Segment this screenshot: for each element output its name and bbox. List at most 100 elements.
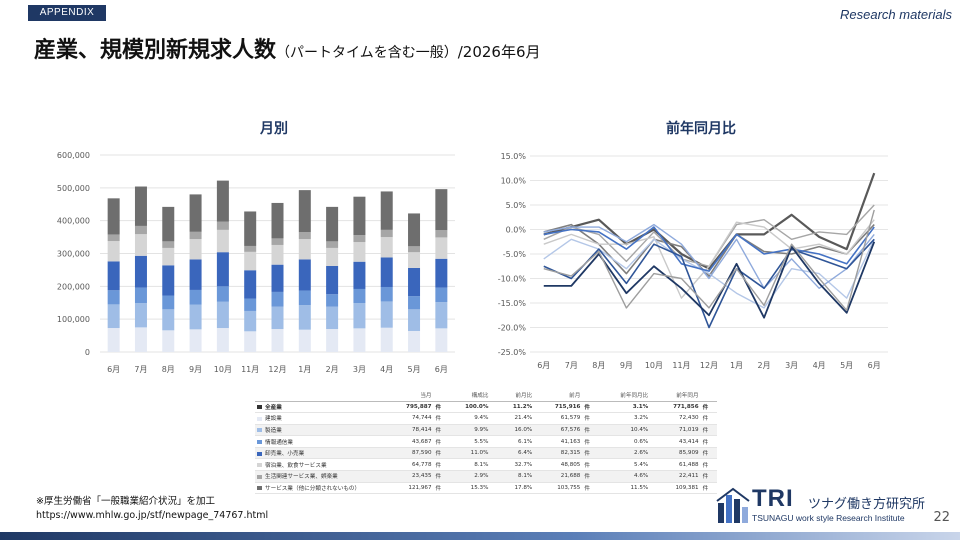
table-cell: 72,430 bbox=[651, 412, 702, 425]
row-label: 情報通信業 bbox=[255, 435, 385, 448]
legend-swatch bbox=[257, 440, 262, 445]
table-cell: 85,909 bbox=[651, 447, 702, 460]
bar-x-tick: 8月 bbox=[162, 365, 175, 374]
bar-segment-s5-6 bbox=[271, 238, 284, 245]
line-series-8 bbox=[543, 241, 876, 319]
table-cell: 78,414 bbox=[384, 424, 435, 437]
bar-segment-s1-8 bbox=[326, 306, 339, 330]
line-y-tick: -15.0% bbox=[498, 299, 527, 308]
industry-name: 製造業 bbox=[265, 427, 282, 434]
table-cell: 71,019 bbox=[651, 424, 702, 437]
table-cell: 15.3% bbox=[447, 482, 492, 495]
bar-x-tick: 4月 bbox=[380, 365, 393, 374]
table-row: 卸売業、小売業 87,590 件 11.0% 6.4% 82,315 件 2.6% 85,909… bbox=[255, 447, 717, 460]
table-cell: 109,381 bbox=[651, 482, 702, 495]
table-cell: 件 bbox=[701, 447, 717, 460]
line-x-tick: 2月 bbox=[758, 361, 771, 370]
line-x-tick: 5月 bbox=[840, 361, 853, 370]
bar-segment-s6-11 bbox=[408, 213, 421, 247]
line-y-tick: 10.0% bbox=[501, 177, 527, 186]
bar-segment-s2-12 bbox=[435, 287, 448, 303]
table-row: サービス業（他に分類されないもの） 121,967 件 15.3% 17.8% 103,7… bbox=[255, 482, 717, 495]
title-date: /2026年6月 bbox=[457, 43, 541, 61]
table-row: 建設業 74,744 件 9.4% 21.4% 61,579 件 3.2% 72,430 件 bbox=[255, 412, 717, 425]
table-cell: 87,590 bbox=[384, 447, 435, 460]
table-cell: 件 bbox=[434, 470, 448, 483]
table-cell: 74,744 bbox=[384, 412, 435, 425]
table-cell: 23,435 bbox=[384, 470, 435, 483]
industry-name: 全産業 bbox=[265, 404, 282, 411]
line-x-tick: 6月 bbox=[537, 361, 550, 370]
line-x-tick: 7月 bbox=[565, 361, 578, 370]
bottom-bar bbox=[0, 532, 960, 540]
table-cell: 件 bbox=[434, 424, 448, 437]
table-cell: 48,805 bbox=[535, 458, 584, 472]
yoy-line-chart: 15.0% 10.0% 5.0% 0.0% -5.0% -10.0% -15.0% -20.0… bbox=[498, 152, 888, 370]
table-cell: 件 bbox=[583, 400, 597, 414]
table-cell: 61,579 bbox=[535, 412, 584, 425]
bar-segment-s3-7 bbox=[298, 259, 311, 291]
bar-segment-s0-6 bbox=[271, 329, 284, 352]
table-row: 情報通信業 43,687 件 5.5% 6.1% 41,163 件 0.6% 43,414 件 bbox=[255, 435, 717, 448]
line-x-tick: 3月 bbox=[785, 361, 798, 370]
line-x-tick: 12月 bbox=[700, 361, 718, 370]
table-row: 全産業 795,887 件 100.0% 11.2% 715,916 件 3.1% 771,85… bbox=[255, 400, 717, 414]
bar-x-tick: 1月 bbox=[298, 365, 311, 374]
table-cell: 121,967 bbox=[384, 482, 435, 495]
bar-x-tick: 6月 bbox=[107, 365, 120, 374]
legend-swatch bbox=[257, 416, 262, 421]
bar-segment-s4-9 bbox=[353, 242, 366, 262]
bar-segment-s3-6 bbox=[271, 264, 284, 292]
bar-x-tick: 5月 bbox=[407, 365, 420, 374]
bar-segment-s6-8 bbox=[326, 206, 339, 242]
bar-segment-s0-11 bbox=[408, 330, 421, 352]
bar-segment-s3-10 bbox=[380, 257, 393, 287]
table-cell: 件 bbox=[701, 400, 717, 414]
monthly-stacked-bar-chart: 0 100,000 200,000 300,000 400,000 500,000 600,… bbox=[57, 151, 455, 374]
industry-table: 当月 構成比 前月比 前月 前年同月比 前年同月 全産業 795,887 件 100.… bbox=[255, 390, 717, 495]
bar-segment-s5-1 bbox=[134, 225, 147, 235]
bar-x-tick: 7月 bbox=[134, 365, 147, 374]
bar-chart-title: 月別 bbox=[260, 121, 288, 137]
bar-segment-s4-1 bbox=[134, 234, 147, 256]
bar-segment-s2-6 bbox=[271, 291, 284, 307]
line-x-tick: 9月 bbox=[620, 361, 633, 370]
table-cell: 41,163 bbox=[535, 435, 584, 448]
bar-x-tick: 2月 bbox=[326, 365, 339, 374]
table-cell: 82,315 bbox=[535, 447, 584, 460]
bar-segment-s3-8 bbox=[326, 265, 339, 295]
industry-name: 卸売業、小売業 bbox=[265, 451, 305, 458]
bar-segment-s6-3 bbox=[189, 194, 202, 232]
col-header-prev-month: 前月 bbox=[535, 390, 584, 402]
source-url[interactable]: https://www.mhlw.go.jp/stf/newpage_74767… bbox=[36, 510, 269, 521]
table-cell: 0.6% bbox=[596, 435, 652, 448]
row-label: 卸売業、小売業 bbox=[255, 447, 385, 460]
table-cell: 件 bbox=[583, 482, 597, 495]
bar-segment-s4-7 bbox=[298, 239, 311, 260]
legend-swatch bbox=[257, 474, 262, 479]
bar-x-tick: 9月 bbox=[189, 365, 202, 374]
logo-building-icon bbox=[716, 487, 750, 523]
table-cell: 5.5% bbox=[447, 435, 492, 448]
bar-y-tick: 400,000 bbox=[57, 217, 90, 226]
table-cell: 8.1% bbox=[447, 458, 492, 472]
table-cell: 件 bbox=[583, 447, 597, 460]
table-cell: 17.8% bbox=[491, 482, 536, 495]
table-cell: 103,755 bbox=[535, 482, 584, 495]
source-note: ※厚生労働省「一般職業紹介状況」を加工 https://www.mhlw.go.… bbox=[36, 495, 268, 523]
bar-segment-s6-1 bbox=[134, 186, 147, 226]
industry-name: サービス業（他に分類されないもの） bbox=[265, 485, 361, 492]
legend-swatch bbox=[257, 428, 262, 433]
table-cell: 9.4% bbox=[447, 412, 492, 425]
bar-segment-s1-10 bbox=[380, 301, 393, 328]
bar-segment-s3-4 bbox=[216, 252, 229, 287]
bar-segment-s6-4 bbox=[216, 180, 229, 222]
bar-segment-s5-12 bbox=[435, 230, 448, 238]
bar-segment-s2-3 bbox=[189, 289, 202, 305]
line-y-tick: -20.0% bbox=[498, 324, 527, 333]
line-series-6 bbox=[543, 226, 875, 272]
bar-x-tick: 10月 bbox=[214, 365, 232, 374]
table-cell: 件 bbox=[434, 412, 448, 425]
table-cell: 件 bbox=[434, 400, 448, 414]
table-cell: 件 bbox=[701, 412, 717, 425]
